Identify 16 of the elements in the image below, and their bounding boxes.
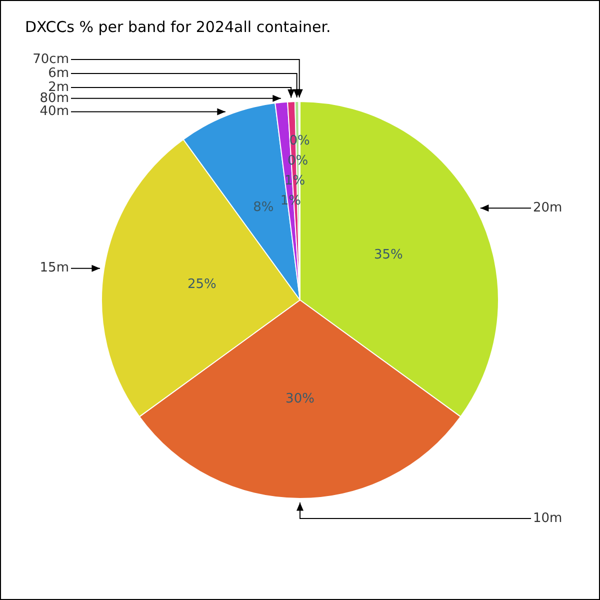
slice-label: 80m xyxy=(40,90,69,106)
data-label: 25% xyxy=(188,276,216,292)
data-label: 1% xyxy=(280,194,301,209)
data-label: 8% xyxy=(253,200,274,216)
chart-title: DXCCs % per band for 2024all container. xyxy=(25,18,331,36)
slice-label: 10m xyxy=(533,510,562,526)
slice-label: 40m xyxy=(40,104,69,120)
data-label: 0% xyxy=(289,134,310,149)
slice-label: 6m xyxy=(48,66,69,81)
slice-label: 70cm xyxy=(32,52,69,67)
data-label: 30% xyxy=(286,392,314,407)
slice-label: 20m xyxy=(533,200,562,216)
data-label: 35% xyxy=(374,247,403,262)
data-label: 1% xyxy=(284,173,306,188)
slice-label: 15m xyxy=(40,260,69,276)
data-label: 0% xyxy=(288,153,308,168)
